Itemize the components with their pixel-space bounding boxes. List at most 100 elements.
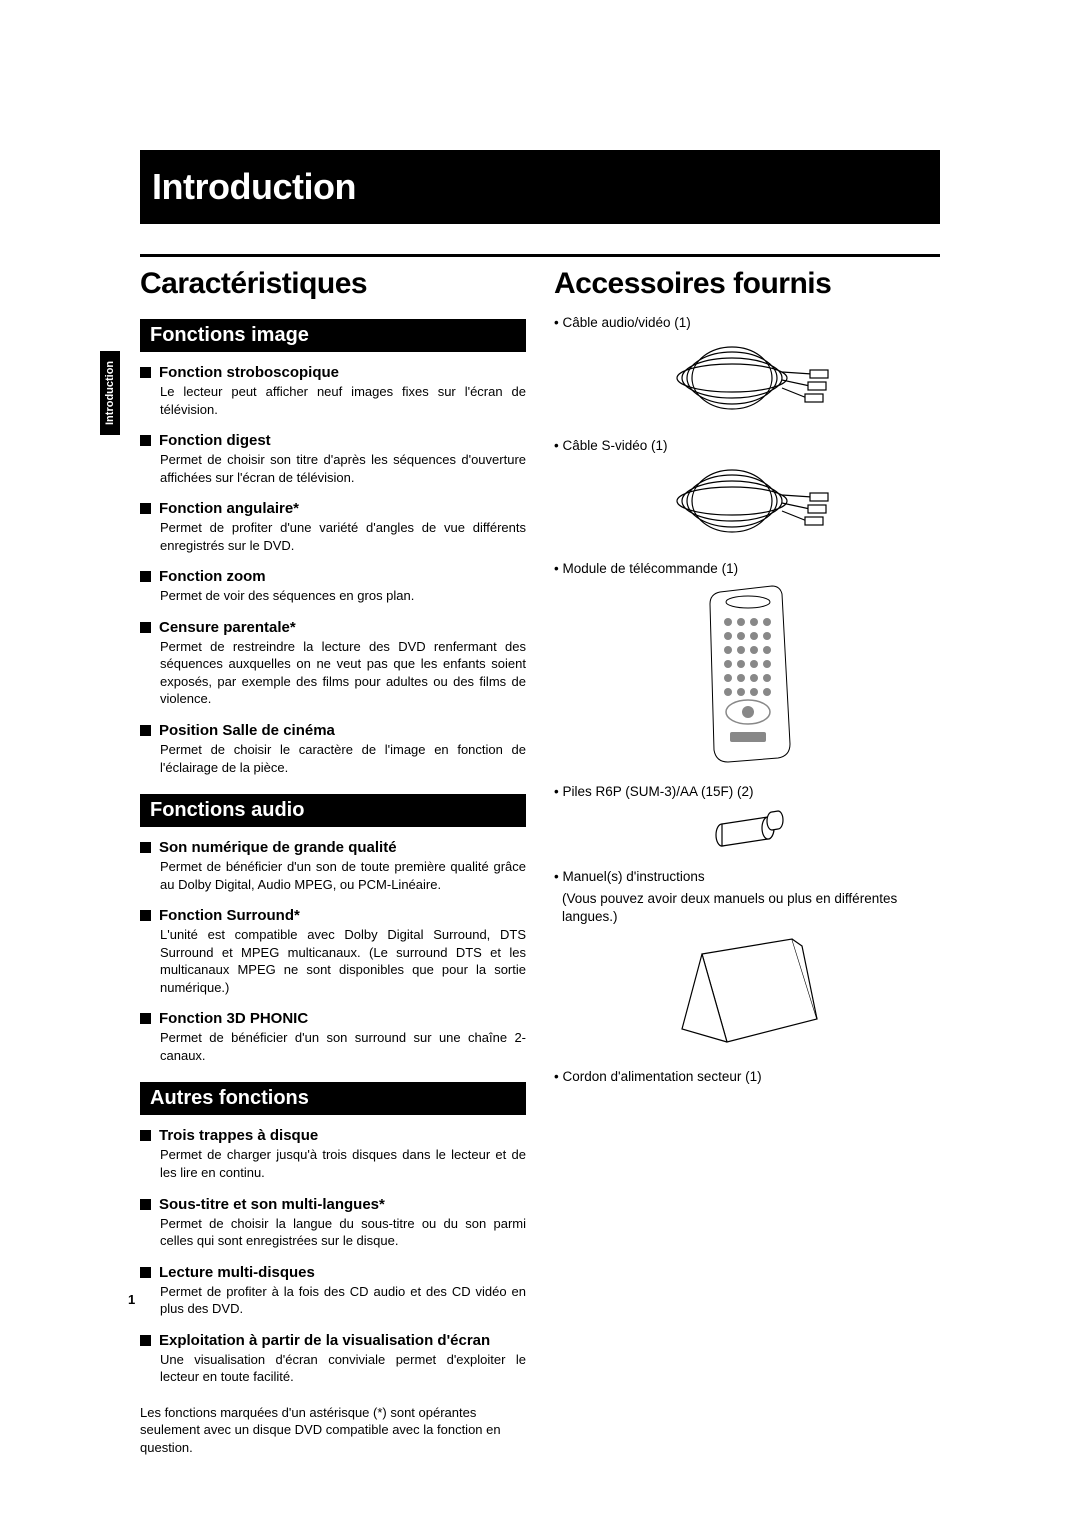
feature-description: Permet de profiter à la fois des CD audi…	[160, 1283, 526, 1318]
square-bullet-icon	[140, 1130, 151, 1141]
feature-description: Permet de restreindre la lecture des DVD…	[160, 638, 526, 708]
accessory-note: (Vous pouvez avoir deux manuels ou plus …	[562, 890, 940, 926]
subsection-bar-audio-functions: Fonctions audio	[140, 794, 526, 827]
feature-heading-row: Sous-titre et son multi-langues*	[140, 1196, 526, 1213]
square-bullet-icon	[140, 1267, 151, 1278]
footnote-text: Les fonctions marquées d'un astérisque (…	[140, 1404, 526, 1457]
feature-heading: Exploitation à partir de la visualisatio…	[159, 1332, 490, 1349]
subsection-bar-image-functions: Fonctions image	[140, 319, 526, 352]
cable-icon	[662, 338, 832, 418]
feature-block: Censure parentale* Permet de restreindre …	[140, 619, 526, 708]
feature-heading-row: Son numérique de grande qualité	[140, 839, 526, 856]
feature-heading: Position Salle de cinéma	[159, 722, 335, 739]
accessory-item: • Manuel(s) d'instructions (Vous pouvez a…	[554, 869, 940, 1049]
feature-description: Permet de choisir la langue du sous-titr…	[160, 1215, 526, 1250]
feature-heading: Fonction zoom	[159, 568, 266, 585]
feature-heading-row: Fonction 3D PHONIC	[140, 1010, 526, 1027]
feature-heading-row: Fonction digest	[140, 432, 526, 449]
square-bullet-icon	[140, 842, 151, 853]
feature-heading-row: Fonction Surround*	[140, 907, 526, 924]
feature-description: Permet de bénéficier d'un son surround s…	[160, 1029, 526, 1064]
batteries-icon	[710, 807, 785, 849]
feature-heading: Trois trappes à disque	[159, 1127, 318, 1144]
accessory-item: • Piles R6P (SUM-3)/AA (15F) (2)	[554, 784, 940, 849]
feature-description: L'unité est compatible avec Dolby Digita…	[160, 926, 526, 996]
feature-heading-row: Trois trappes à disque	[140, 1127, 526, 1144]
accessory-label: • Câble audio/vidéo (1)	[554, 315, 940, 330]
feature-block: Exploitation à partir de la visualisatio…	[140, 1332, 526, 1386]
feature-block: Position Salle de cinéma Permet de choisi…	[140, 722, 526, 776]
feature-heading-row: Fonction angulaire*	[140, 500, 526, 517]
square-bullet-icon	[140, 622, 151, 633]
feature-heading: Sous-titre et son multi-langues*	[159, 1196, 385, 1213]
feature-block: Fonction Surround* L'unité est compatible…	[140, 907, 526, 996]
feature-heading: Lecture multi-disques	[159, 1264, 315, 1281]
square-bullet-icon	[140, 1013, 151, 1024]
feature-description: Permet de voir des séquences en gros pla…	[160, 587, 526, 605]
square-bullet-icon	[140, 1335, 151, 1346]
feature-heading-row: Lecture multi-disques	[140, 1264, 526, 1281]
accessory-item: • Cordon d'alimentation secteur (1)	[554, 1069, 940, 1084]
feature-block: Fonction 3D PHONIC Permet de bénéficier d…	[140, 1010, 526, 1064]
square-bullet-icon	[140, 435, 151, 446]
main-title-bar: Introduction	[140, 150, 940, 224]
accessory-image	[554, 338, 940, 418]
square-bullet-icon	[140, 1199, 151, 1210]
feature-description: Permet de profiter d'une variété d'angle…	[160, 519, 526, 554]
feature-block: Trois trappes à disque Permet de charger …	[140, 1127, 526, 1181]
feature-block: Fonction digest Permet de choisir son tit…	[140, 432, 526, 486]
feature-heading: Fonction Surround*	[159, 907, 300, 924]
feature-description: Permet de charger jusqu'à trois disques …	[160, 1146, 526, 1181]
accessory-label: • Manuel(s) d'instructions	[554, 869, 940, 884]
feature-block: Lecture multi-disques Permet de profiter …	[140, 1264, 526, 1318]
accessory-label: • Câble S-vidéo (1)	[554, 438, 940, 453]
accessory-label: • Module de télécommande (1)	[554, 561, 940, 576]
columns-container: Caractéristiques Fonctions image Fonctio…	[140, 254, 940, 1457]
cable-icon	[662, 461, 832, 541]
square-bullet-icon	[140, 367, 151, 378]
feature-block: Fonction angulaire* Permet de profiter d'…	[140, 500, 526, 554]
square-bullet-icon	[140, 910, 151, 921]
feature-block: Son numérique de grande qualité Permet de…	[140, 839, 526, 893]
accessory-item: • Module de télécommande (1)	[554, 561, 940, 764]
feature-heading-row: Exploitation à partir de la visualisatio…	[140, 1332, 526, 1349]
feature-heading: Son numérique de grande qualité	[159, 839, 397, 856]
subsection-bar-other-functions: Autres fonctions	[140, 1082, 526, 1115]
square-bullet-icon	[140, 571, 151, 582]
feature-heading-row: Position Salle de cinéma	[140, 722, 526, 739]
feature-heading: Fonction digest	[159, 432, 271, 449]
feature-block: Fonction stroboscopique Le lecteur peut a…	[140, 364, 526, 418]
accessory-image	[554, 461, 940, 541]
feature-description: Permet de choisir son titre d'après les …	[160, 451, 526, 486]
feature-description: Une visualisation d'écran conviviale per…	[160, 1351, 526, 1386]
section-title-accessories: Accessoires fournis	[554, 267, 940, 301]
feature-heading: Fonction 3D PHONIC	[159, 1010, 308, 1027]
page-number: 1	[128, 1292, 135, 1307]
feature-heading: Fonction stroboscopique	[159, 364, 339, 381]
feature-description: Permet de choisir le caractère de l'imag…	[160, 741, 526, 776]
accessory-item: • Câble audio/vidéo (1)	[554, 315, 940, 418]
square-bullet-icon	[140, 725, 151, 736]
feature-heading: Censure parentale*	[159, 619, 296, 636]
remote-control-icon	[700, 584, 795, 764]
feature-heading: Fonction angulaire*	[159, 500, 299, 517]
feature-block: Sous-titre et son multi-langues* Permet d…	[140, 1196, 526, 1250]
accessory-label: • Piles R6P (SUM-3)/AA (15F) (2)	[554, 784, 940, 799]
subsection-title: Fonctions image	[150, 324, 516, 347]
accessory-label: • Cordon d'alimentation secteur (1)	[554, 1069, 940, 1084]
square-bullet-icon	[140, 503, 151, 514]
feature-heading-row: Fonction stroboscopique	[140, 364, 526, 381]
accessory-image	[554, 807, 940, 849]
section-side-tab: Introduction	[100, 351, 120, 435]
feature-heading-row: Censure parentale*	[140, 619, 526, 636]
feature-description: Le lecteur peut afficher neuf images fix…	[160, 383, 526, 418]
feature-description: Permet de bénéficier d'un son de toute p…	[160, 858, 526, 893]
accessory-image	[554, 934, 940, 1049]
right-column: Accessoires fournis • Câble audio/vidéo …	[554, 267, 940, 1457]
main-title: Introduction	[152, 166, 928, 208]
feature-heading-row: Fonction zoom	[140, 568, 526, 585]
accessory-image	[554, 584, 940, 764]
section-title-characteristics: Caractéristiques	[140, 267, 526, 301]
subsection-title: Fonctions audio	[150, 799, 516, 822]
accessory-item: • Câble S-vidéo (1)	[554, 438, 940, 541]
